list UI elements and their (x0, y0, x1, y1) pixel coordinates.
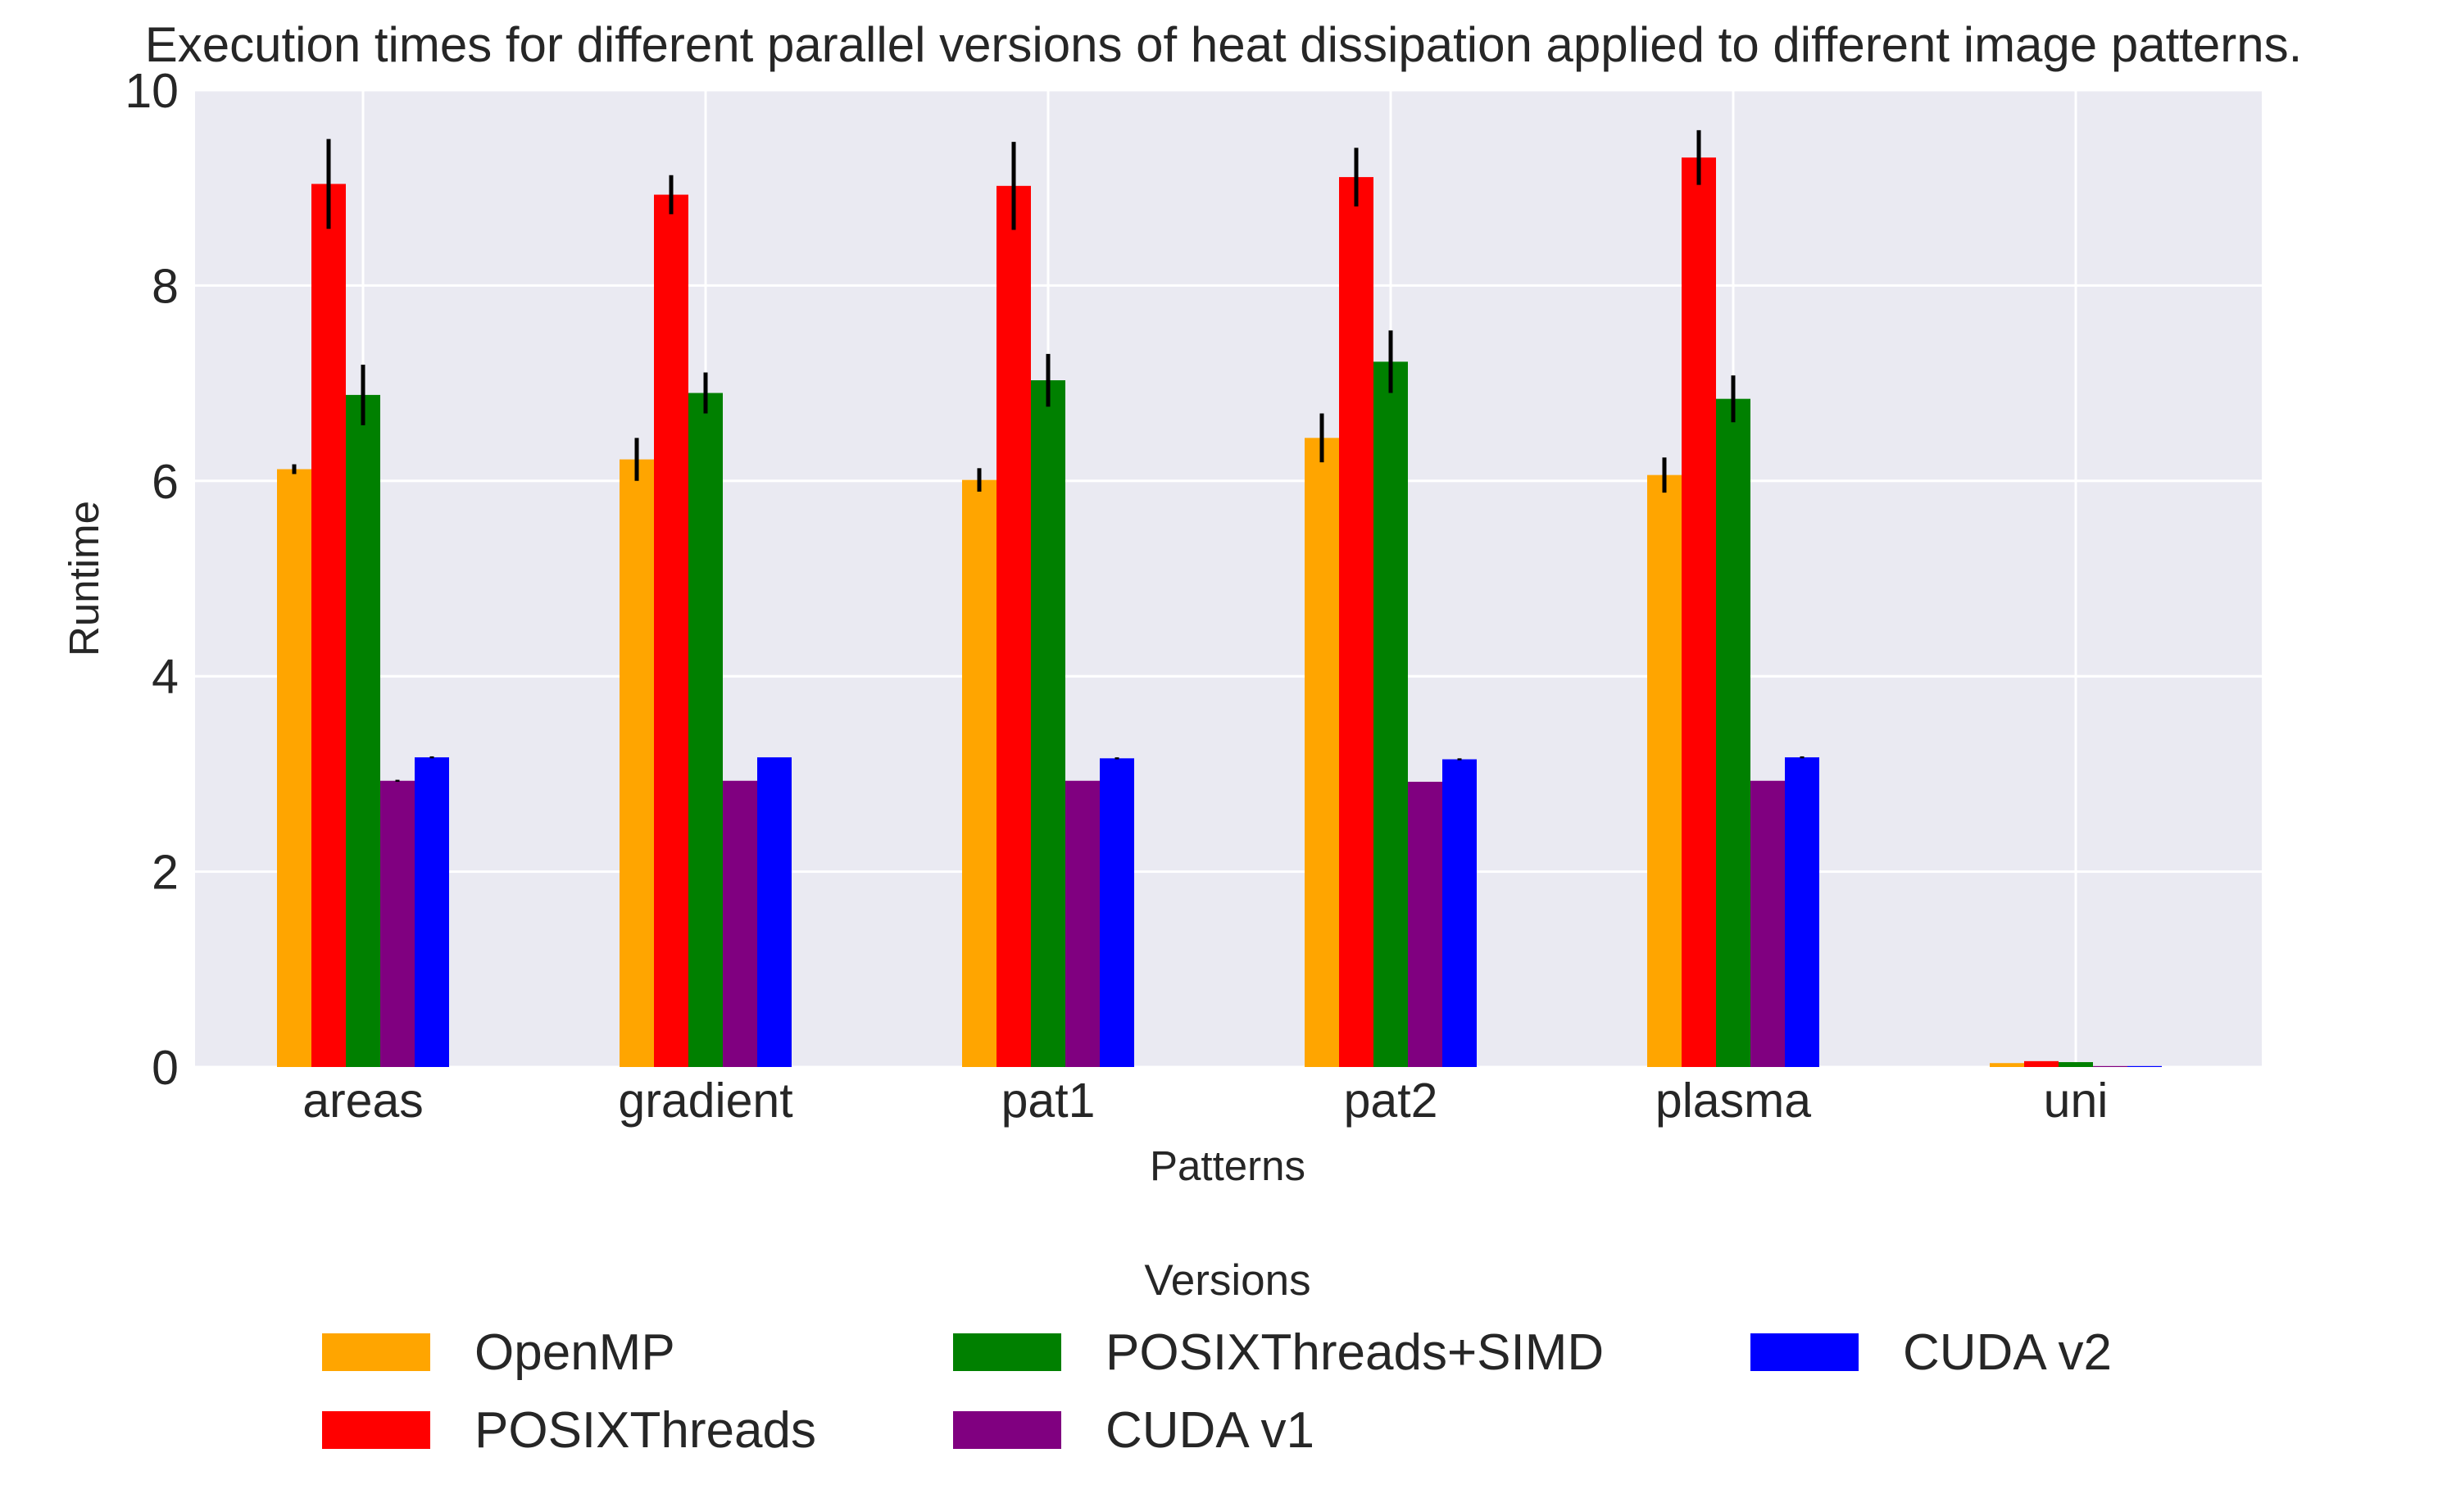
bar (2093, 1065, 2127, 1067)
bar (277, 469, 311, 1067)
x-tick-label: uni (2044, 1074, 2109, 1128)
legend-swatch (322, 1333, 430, 1371)
legend-label: CUDA v2 (1903, 1324, 2112, 1381)
bar (2024, 1060, 2059, 1067)
y-tick-label: 10 (125, 64, 179, 118)
legend-swatch (953, 1411, 1061, 1449)
bar (962, 479, 997, 1067)
bar (997, 185, 1031, 1067)
y-tick-label: 6 (152, 455, 179, 509)
bar (311, 184, 346, 1067)
x-tick-label: areas (302, 1074, 424, 1128)
bar (1716, 398, 1750, 1067)
bars (277, 157, 2162, 1068)
bar (654, 194, 688, 1068)
y-tick-label: 8 (152, 259, 179, 313)
bar (688, 393, 723, 1067)
bar (415, 757, 449, 1067)
x-axis-label: Patterns (1150, 1142, 1305, 1189)
x-tick-labels: areas gradient pat1 pat2 plasma uni (302, 1074, 2108, 1128)
bar (1305, 438, 1339, 1067)
plot-area (195, 90, 2262, 1067)
y-tick-labels: 0 2 4 6 8 10 (125, 64, 179, 1095)
x-tick-label: pat1 (1001, 1074, 1096, 1128)
x-tick-label: plasma (1655, 1074, 1811, 1128)
y-tick-label: 4 (152, 650, 179, 704)
y-tick-label: 2 (152, 846, 179, 900)
bar (1408, 781, 1442, 1067)
legend-label: POSIXThreads+SIMD (1105, 1324, 1604, 1381)
bar (346, 394, 380, 1067)
bar (1100, 758, 1134, 1067)
bar (723, 780, 757, 1067)
bar (620, 459, 654, 1067)
legend-swatch (322, 1411, 430, 1449)
bar (2059, 1062, 2093, 1067)
y-tick-label: 0 (152, 1041, 179, 1095)
bar (1647, 474, 1682, 1067)
bar (1990, 1063, 2024, 1067)
x-tick-label: gradient (618, 1074, 792, 1128)
bar (1339, 177, 1373, 1067)
bar (1682, 157, 1716, 1067)
bar (1031, 380, 1065, 1067)
bar (1750, 780, 1785, 1067)
legend-label: OpenMP (474, 1324, 675, 1381)
bar (757, 757, 792, 1067)
legend-swatch (1750, 1333, 1859, 1371)
bar (1373, 361, 1408, 1068)
y-axis-label: Runtime (61, 501, 107, 656)
chart-title: Execution times for different parallel v… (145, 17, 2303, 72)
bar (1065, 780, 1100, 1067)
x-tick-label: pat2 (1344, 1074, 1438, 1128)
legend: OpenMP POSIXThreads POSIXThreads+SIMD CUDA … (322, 1324, 2112, 1459)
bar (1785, 757, 1819, 1067)
bar (1442, 759, 1477, 1067)
legend-title: Versions (1144, 1256, 1310, 1305)
legend-label: CUDA v1 (1105, 1402, 1314, 1459)
bar (380, 780, 415, 1067)
error-bars (292, 129, 1805, 782)
legend-label: POSIXThreads (474, 1402, 816, 1459)
legend-swatch (953, 1333, 1061, 1371)
bar (2127, 1065, 2162, 1067)
